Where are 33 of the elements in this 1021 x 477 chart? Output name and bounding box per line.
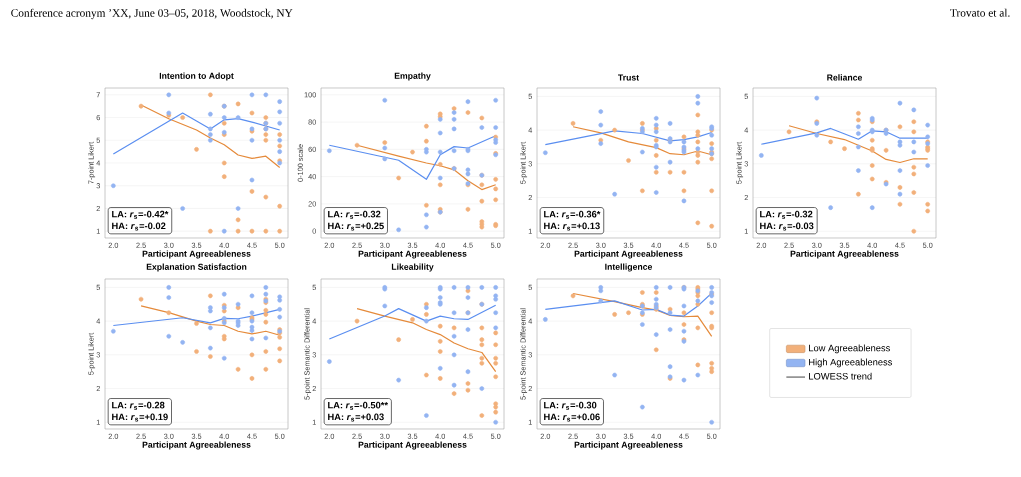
chart-title: Explanation Satisfaction [146, 263, 247, 272]
annotation: HA: r$_{s}$=+0.03 [328, 413, 384, 422]
x-axis-title: Participant Agreeableness [574, 250, 683, 259]
text: LOWESS trend [809, 372, 872, 380]
chart-title: Reliance [827, 74, 863, 81]
annotation: LA: r$_{s}$=-0.50** [328, 401, 389, 410]
annotation: HA: r$_{s}$=+0.13 [544, 222, 600, 231]
annotation: LA: r$_{s}$=-0.32 [760, 210, 813, 219]
annotation: LA: r$_{s}$=-0.42* [112, 210, 169, 219]
legend-label: High Agreeableness [809, 358, 893, 368]
x-axis-title: Participant Agreeableness [358, 441, 467, 450]
text: Conference acronym ’XX, June 03–05, 2018, Woodstock, NY [11, 8, 293, 20]
annotation: HA: r$_{s}$=-0.02 [112, 222, 166, 231]
x-axis-title: Participant Agreeableness [790, 250, 899, 259]
text: Trovato et al. [950, 8, 1010, 17]
x-axis-title: Participant Agreeableness [574, 441, 683, 450]
annotation: LA: r$_{s}$=-0.28 [112, 401, 165, 410]
chart-title: Intention to Adopt [159, 72, 234, 81]
x-axis-title: Participant Agreeableness [142, 250, 251, 259]
chart-title: Trust [618, 74, 639, 81]
annotation: HA: r$_{s}$=+0.25 [328, 222, 384, 231]
annotation: HA: r$_{s}$=+0.06 [544, 413, 600, 422]
chart-title: Intelligence [605, 263, 653, 272]
x-axis-title: Participant Agreeableness [358, 250, 467, 259]
x-axis-title: Participant Agreeableness [142, 441, 251, 450]
legend-label: Low Agreeableness [809, 344, 890, 354]
annotation: LA: r$_{s}$=-0.30 [544, 401, 597, 410]
annotation: HA: r$_{s}$=-0.03 [760, 222, 814, 231]
chart-title: Likeability [391, 263, 434, 272]
annotation: HA: r$_{s}$=+0.19 [112, 413, 168, 422]
annotation: LA: r$_{s}$=-0.36* [544, 210, 601, 219]
annotation: LA: r$_{s}$=-0.32 [328, 210, 381, 219]
chart-title: Empathy [394, 72, 431, 81]
